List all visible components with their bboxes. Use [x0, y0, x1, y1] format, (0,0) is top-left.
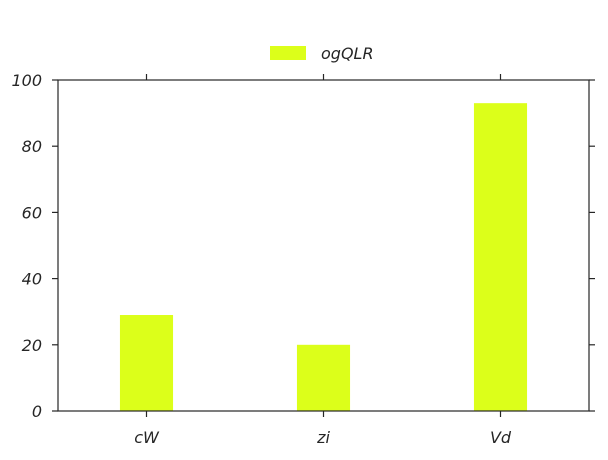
- y-tick-label: 0: [32, 402, 42, 421]
- legend-swatch: [270, 46, 306, 60]
- ticks-layer: cW zi Vd 0 20 40 60 80 100: [11, 71, 595, 447]
- legend: ogQLR: [270, 44, 374, 63]
- y-tick-label: 20: [22, 336, 42, 355]
- y-tick-label: 80: [22, 137, 42, 156]
- x-tick-label: zi: [316, 428, 330, 447]
- y-tick-label: 60: [22, 203, 42, 222]
- x-tick-label: cW: [134, 428, 160, 447]
- y-tick-label: 100: [11, 71, 42, 90]
- y-tick-label: 40: [22, 270, 42, 289]
- plot-frame: [57, 79, 590, 412]
- bar-zi: [296, 344, 351, 411]
- bar-cW: [119, 315, 174, 411]
- bar-Vd: [473, 103, 528, 412]
- legend-label: ogQLR: [321, 44, 374, 63]
- bars-layer: [119, 103, 528, 412]
- x-tick-label: Vd: [490, 428, 512, 447]
